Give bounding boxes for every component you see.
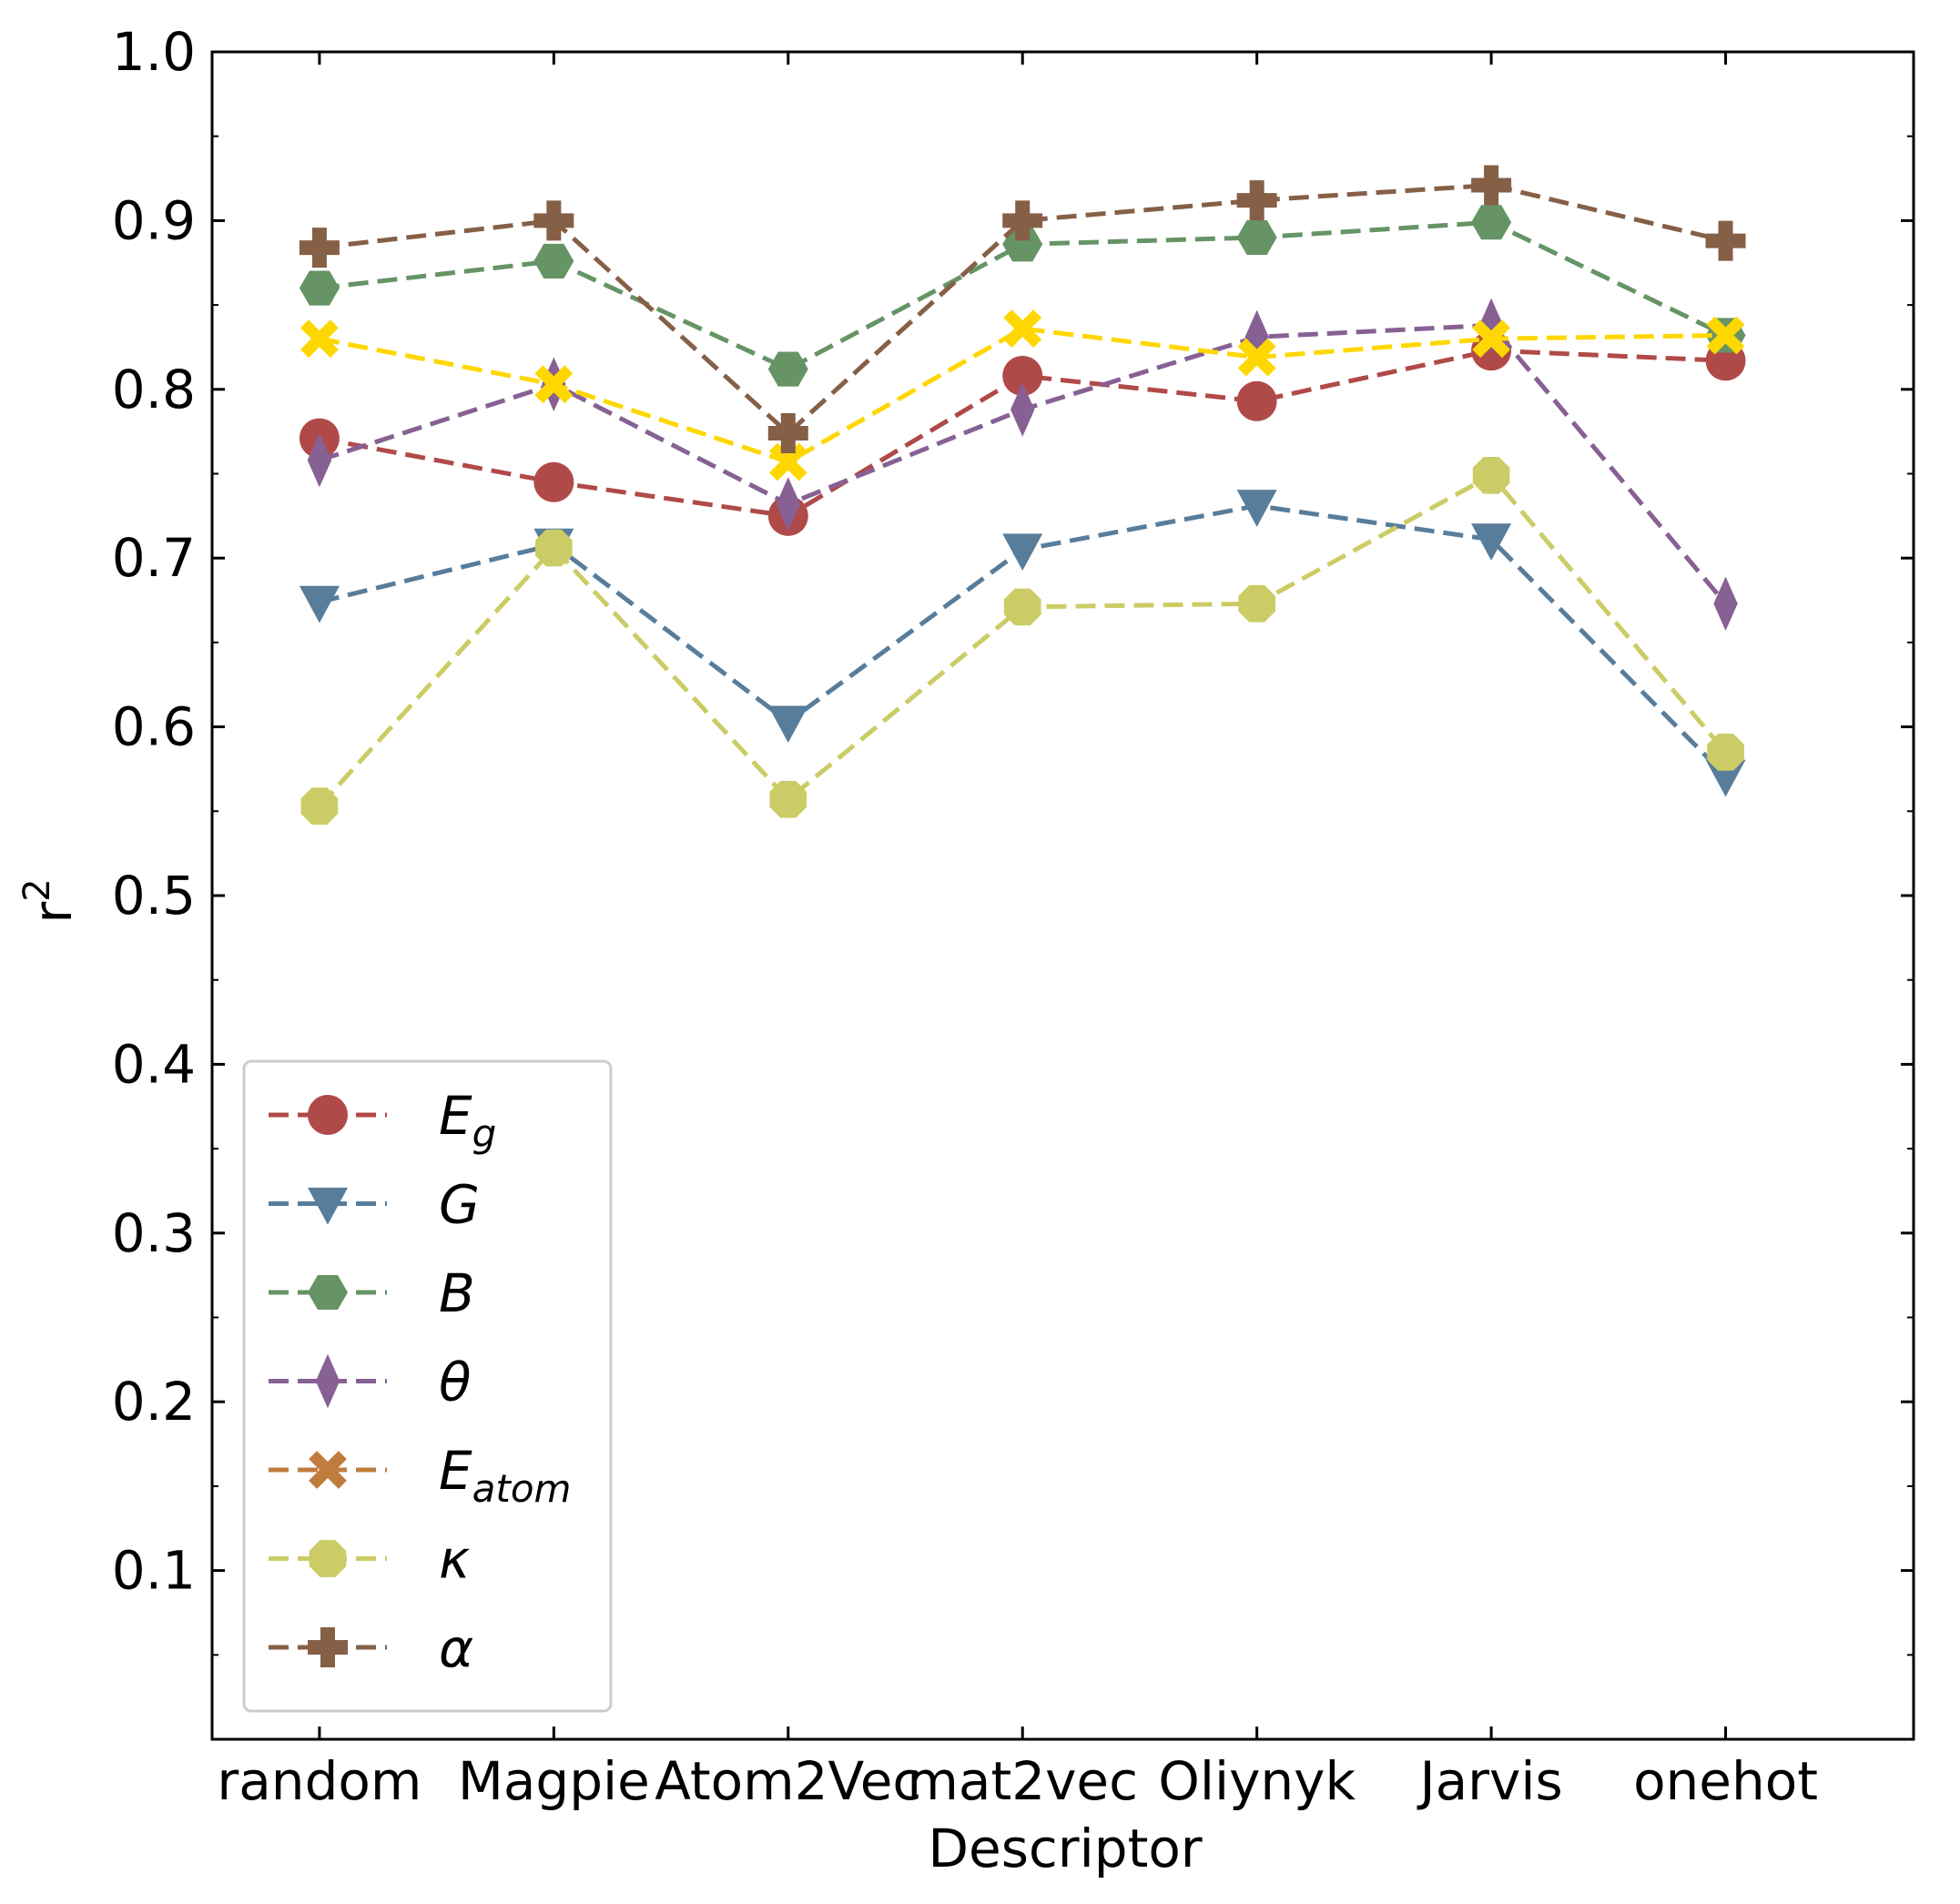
data-point [1706, 316, 1745, 355]
legend-item: Eg [269, 1085, 496, 1156]
data-point [767, 351, 808, 387]
y-tick-label: 0.9 [112, 189, 196, 251]
data-point [533, 200, 574, 241]
data-point [1471, 165, 1512, 206]
x-tick-label: random [217, 1750, 421, 1812]
data-point [534, 365, 574, 404]
data-point [1236, 490, 1277, 527]
y-tick-label: 0.2 [112, 1371, 196, 1433]
data-point [1707, 734, 1744, 771]
x-axis-label: Descriptor [928, 1818, 1202, 1879]
legend-label: B [439, 1262, 475, 1324]
legend-marker [308, 1274, 348, 1311]
y-tick-label: 1.0 [112, 21, 196, 83]
data-point [1471, 523, 1512, 561]
legend-label: Eg [439, 1085, 496, 1156]
x-tick-label: onehot [1633, 1750, 1818, 1812]
legend-box [242, 1059, 613, 1713]
plot-area [299, 165, 1746, 825]
legend-marker [308, 1095, 348, 1135]
x-tick-label: Magpie [458, 1750, 650, 1812]
data-point [299, 270, 340, 306]
data-point [307, 432, 332, 488]
data-point [1003, 309, 1042, 348]
data-point [1238, 584, 1275, 623]
legend-marker [309, 1451, 347, 1489]
y-tick-label: 0.7 [112, 527, 196, 589]
x-tick-label: Atom2Vec [655, 1750, 921, 1812]
legend-label: θ [439, 1352, 472, 1413]
data-point [1236, 180, 1277, 221]
series-4 [300, 309, 1745, 481]
x-tick-label: mat2vec [907, 1750, 1138, 1812]
data-point [1003, 588, 1041, 626]
data-point [1236, 380, 1277, 421]
x-tick-label: Oliynyk [1158, 1750, 1356, 1812]
data-point [769, 780, 807, 818]
data-point [1002, 227, 1043, 262]
data-point [1713, 576, 1738, 631]
legend-item: α [269, 1617, 473, 1679]
legend-marker [308, 1627, 348, 1667]
y-tick-label: 0.6 [112, 696, 196, 758]
series-5 [300, 457, 1744, 825]
y-tick-label: 0.1 [112, 1540, 196, 1602]
data-point [1236, 219, 1277, 255]
y-tick-label: 0.5 [112, 865, 196, 927]
data-point [1002, 200, 1043, 241]
data-point [767, 705, 808, 744]
legend: Eg GBθ Eatom κα [242, 1059, 613, 1713]
legend-item: G [269, 1174, 480, 1236]
legend-label: α [439, 1617, 473, 1679]
y-tick-label: 0.4 [112, 1033, 196, 1095]
legend-item: Eatom [269, 1440, 571, 1511]
data-point [1002, 533, 1043, 572]
data-point [768, 442, 807, 481]
data-point [299, 228, 340, 268]
y-tick-label: 0.8 [112, 359, 196, 420]
legend-item: B [269, 1262, 475, 1324]
data-point [535, 529, 573, 567]
x-tick-label: Jarvis [1417, 1750, 1563, 1812]
axes: 0.1 0.2 0.3 0.4 0.5 0.6 0.7 0.8 0.9 1.0 random Magp… [112, 21, 1915, 1812]
legend-item: κ [269, 1529, 470, 1591]
series-1 [299, 490, 1746, 797]
data-point [300, 319, 339, 359]
data-point [1472, 319, 1510, 359]
data-point [533, 461, 574, 502]
data-point [300, 787, 339, 825]
data-point [1705, 759, 1746, 797]
data-point [767, 413, 808, 454]
legend-marker [315, 1353, 340, 1409]
data-point [1705, 220, 1746, 261]
series-6 [299, 165, 1746, 454]
data-point [533, 243, 574, 279]
data-point [1010, 382, 1035, 437]
y-axis-label: r2 [16, 878, 84, 923]
legend-label: Eatom [439, 1440, 571, 1511]
data-point [1237, 338, 1276, 377]
legend-label: κ [439, 1529, 470, 1591]
data-point [1472, 457, 1510, 494]
data-point [299, 585, 340, 623]
legend-label: G [439, 1174, 480, 1236]
data-point [1471, 205, 1512, 240]
legend-marker [309, 1540, 347, 1577]
data-point [776, 477, 800, 532]
legend-marker [308, 1187, 348, 1225]
series-line [318, 472, 1728, 808]
legend-item: θ [269, 1352, 472, 1413]
data-point [1002, 355, 1043, 396]
y-tick-label: 0.3 [112, 1202, 196, 1264]
